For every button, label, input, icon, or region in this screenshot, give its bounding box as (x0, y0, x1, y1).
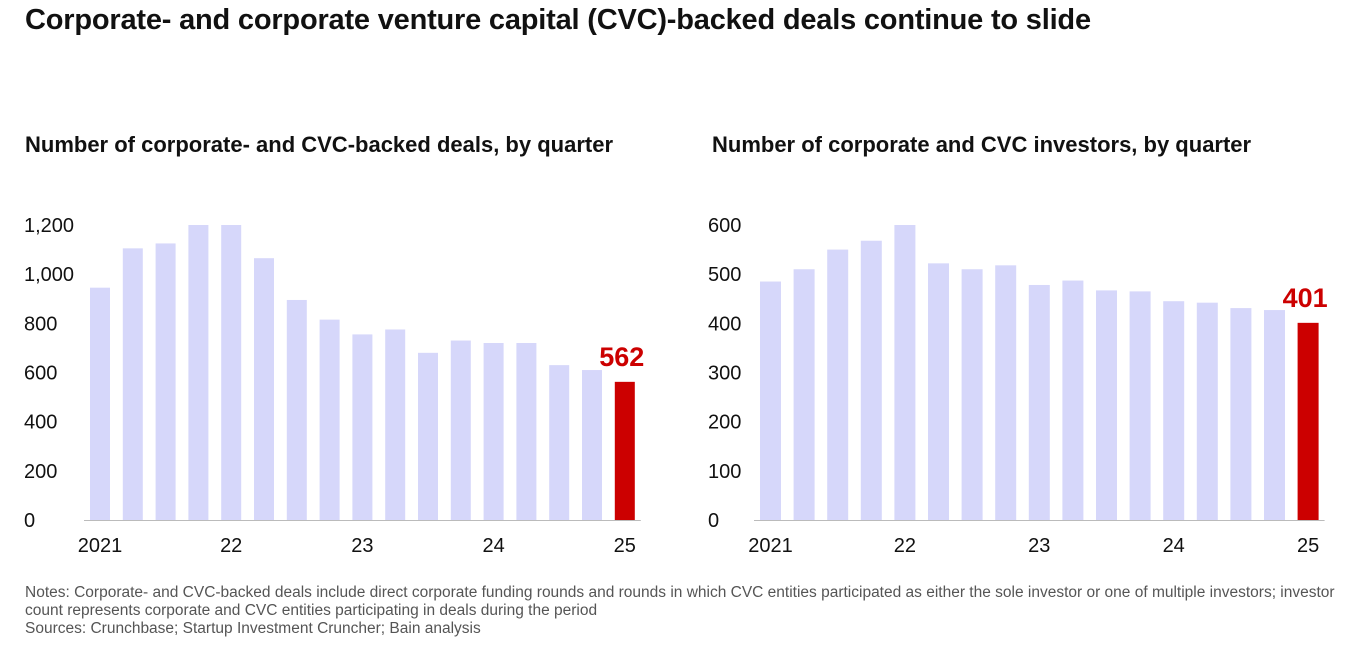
bar (827, 249, 849, 521)
x-tick-label: 22 (894, 535, 916, 557)
y-tick-label: 400 (24, 412, 57, 434)
bar (793, 269, 815, 520)
y-tick-label: 500 (708, 264, 741, 286)
highlight-bar (614, 381, 635, 520)
bar (961, 269, 983, 520)
bar (155, 243, 176, 520)
x-tick-label: 2021 (78, 535, 123, 557)
x-tick-label: 23 (351, 535, 373, 557)
bar (1264, 310, 1285, 520)
bar (352, 334, 373, 520)
sources-text: Sources: Crunchbase; Startup Investment … (25, 620, 481, 637)
investors-bar-chart: 0 100 200 300 400 500 600 2021 22 23 24 25 401 (708, 215, 1328, 557)
bar (319, 319, 340, 520)
bar (760, 281, 781, 520)
bar (1230, 308, 1252, 520)
bar (1062, 280, 1084, 520)
bar (286, 299, 307, 520)
y-tick-label: 100 (708, 461, 741, 483)
bar (860, 240, 882, 520)
callout-value-label: 401 (1283, 283, 1328, 313)
bar (221, 225, 242, 520)
y-tick-label: 1,000 (24, 264, 74, 286)
x-tick-label: 23 (1028, 535, 1050, 557)
left-chart-title: Number of corporate- and CVC-backed deal… (25, 132, 614, 157)
x-tick-label: 25 (614, 535, 636, 557)
x-tick-label: 2021 (748, 535, 793, 557)
bar (122, 248, 143, 520)
bar (549, 365, 570, 520)
y-tick-label: 400 (708, 313, 741, 335)
y-tick-label: 200 (24, 461, 57, 483)
y-tick-label: 600 (708, 215, 741, 237)
callout-value-label: 562 (599, 342, 644, 372)
x-tick-label: 24 (1163, 535, 1185, 557)
bar (1028, 284, 1050, 520)
y-tick-label: 0 (708, 510, 719, 532)
x-tick-label: 25 (1297, 535, 1319, 557)
bar (582, 370, 602, 520)
notes-text: Notes: Corporate- and CVC-backed deals i… (25, 584, 1335, 619)
bar (188, 225, 209, 520)
bar (1196, 302, 1218, 520)
y-tick-label: 800 (24, 313, 57, 335)
right-chart-title: Number of corporate and CVC investors, b… (712, 132, 1252, 157)
y-tick-label: 1,200 (24, 215, 74, 237)
deals-bar-chart: 0 200 400 600 800 1,000 1,200 2021 22 23 24 25 562 (24, 215, 644, 557)
bar (995, 265, 1017, 520)
x-tick-label: 22 (220, 535, 242, 557)
page-title: Corporate- and corporate venture capital… (25, 4, 1091, 36)
y-tick-label: 200 (708, 412, 741, 434)
bar (385, 329, 406, 520)
bar (1096, 290, 1117, 520)
highlight-bar (1297, 322, 1319, 520)
bar (483, 343, 504, 520)
bar (90, 287, 110, 520)
y-tick-label: 600 (24, 363, 57, 385)
bar (894, 225, 916, 520)
y-tick-label: 0 (24, 510, 35, 532)
bar (450, 340, 471, 520)
bar (254, 258, 274, 520)
bar (516, 343, 537, 520)
x-tick-label: 24 (482, 535, 504, 557)
y-tick-label: 300 (708, 363, 741, 385)
bar (1163, 301, 1185, 520)
bar (928, 263, 949, 520)
bar (1129, 291, 1151, 520)
chart-notes: Notes: Corporate- and CVC-backed deals i… (25, 584, 1335, 638)
bar (418, 352, 438, 520)
